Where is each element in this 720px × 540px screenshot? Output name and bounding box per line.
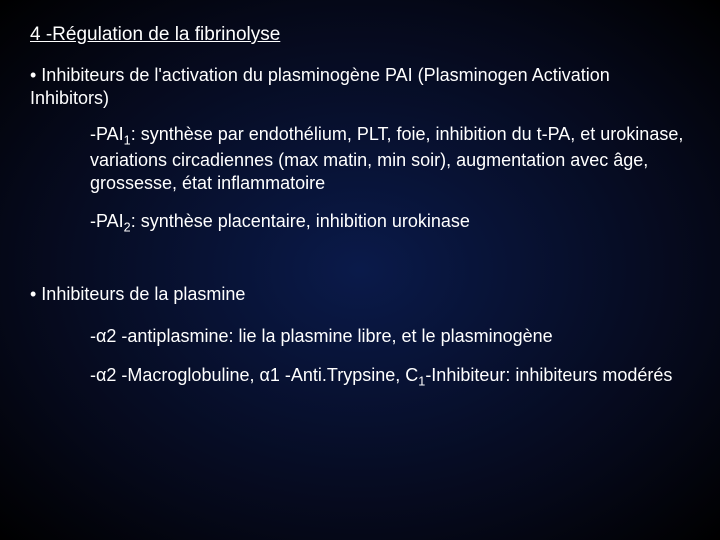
item2-mid2: 1 -Anti.Trypsine, C [270,365,418,385]
section2-heading: • Inhibiteurs de la plasmine [30,283,690,306]
section1-heading: • Inhibiteurs de l'activation du plasmin… [30,64,690,109]
item2-tail: -Inhibiteur: inhibiteurs modérés [425,365,672,385]
antiplasmine-item: -α2 -antiplasmine: lie la plasmine libre… [30,325,690,348]
item2-mid1: 2 -Macroglobuline, [106,365,259,385]
pai1-text: : synthèse par endothélium, PLT, foie, i… [90,124,683,193]
pai2-subscript: 2 [124,221,131,235]
item2-alpha2: α [260,365,270,385]
pai1-subscript: 1 [124,134,131,148]
item1-alpha: α [96,326,106,346]
item2-alpha1: α [96,365,106,385]
pai2-text: : synthèse placentaire, inhibition uroki… [131,211,470,231]
pai1-item: -PAI1: synthèse par endothélium, PLT, fo… [30,123,690,194]
pai1-label: -PAI [90,124,124,144]
pai2-item: -PAI2: synthèse placentaire, inhibition … [30,210,690,236]
pai2-label: -PAI [90,211,124,231]
item1-text: 2 -antiplasmine: lie la plasmine libre, … [106,326,552,346]
slide-title: 4 -Régulation de la fibrinolyse [30,24,690,46]
macroglobuline-item: -α2 -Macroglobuline, α1 -Anti.Trypsine, … [30,364,690,390]
